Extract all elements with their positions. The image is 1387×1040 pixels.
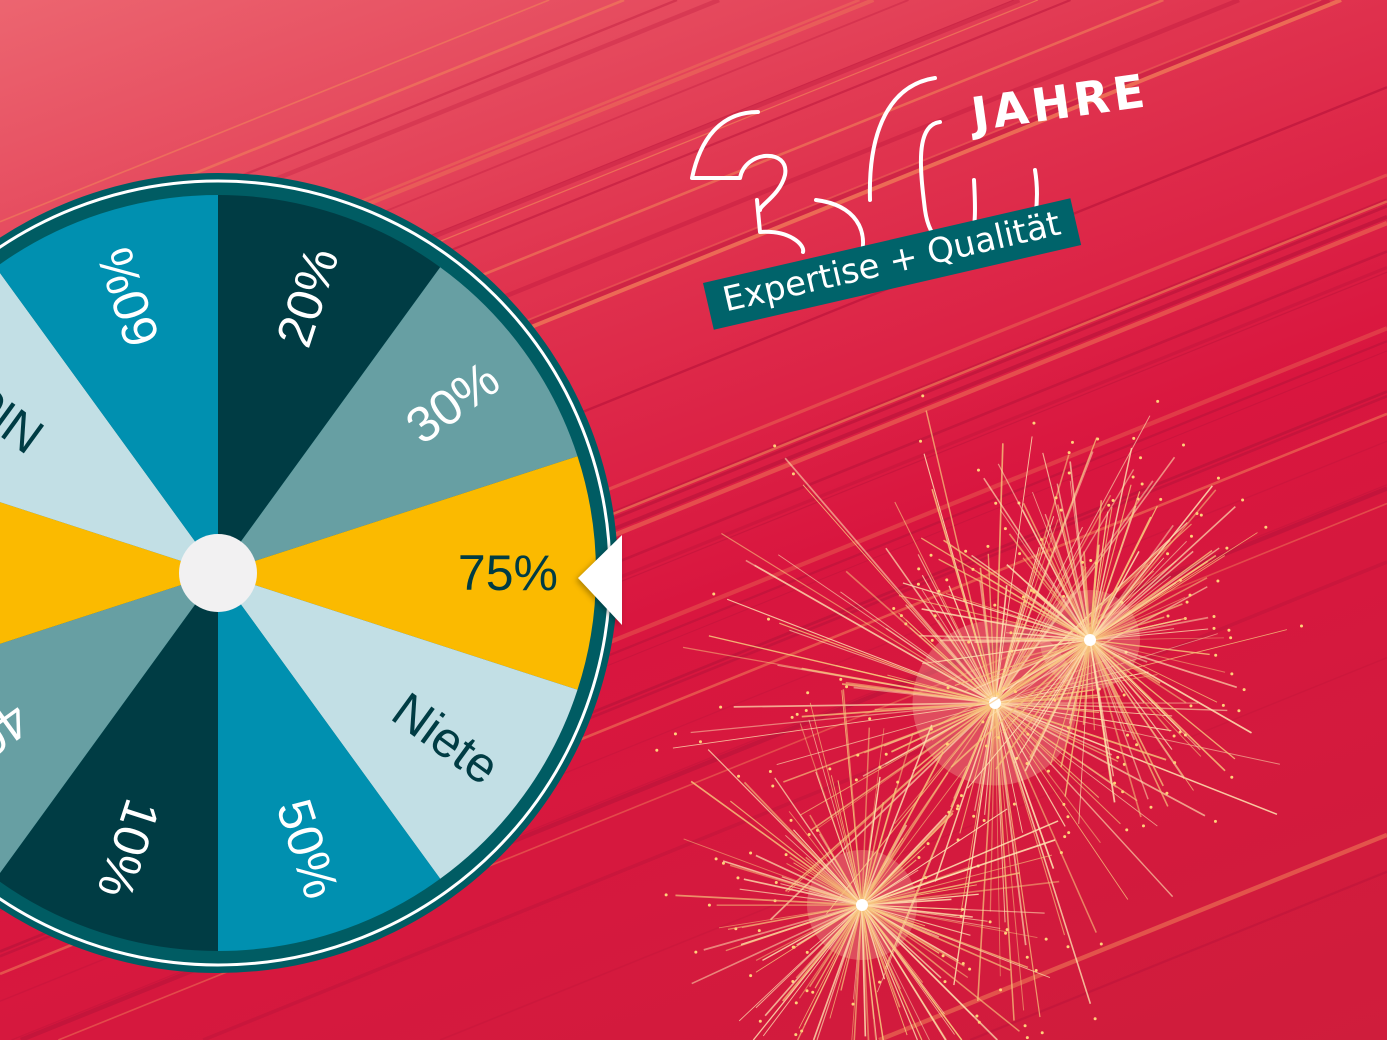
light-streak [439,657,1387,1040]
wheel-segment [218,573,578,879]
wheel-segment [218,195,441,573]
wheel-segment [218,456,596,690]
wheel-segment [0,573,218,951]
wheel-segment-label: 75% [458,545,558,601]
light-streak [202,560,1387,1040]
wheel-segment [0,573,218,874]
wheel-segment [218,267,578,573]
firework-burst [898,436,1268,828]
light-streak [0,0,550,223]
firework-burst [664,677,1070,1040]
wheel-segment [0,272,218,573]
wheel-segment [0,195,218,573]
wheel-segment [218,573,441,951]
wheel-segment [0,502,218,644]
wheel-hub [179,534,257,612]
pointer-icon [578,535,622,625]
